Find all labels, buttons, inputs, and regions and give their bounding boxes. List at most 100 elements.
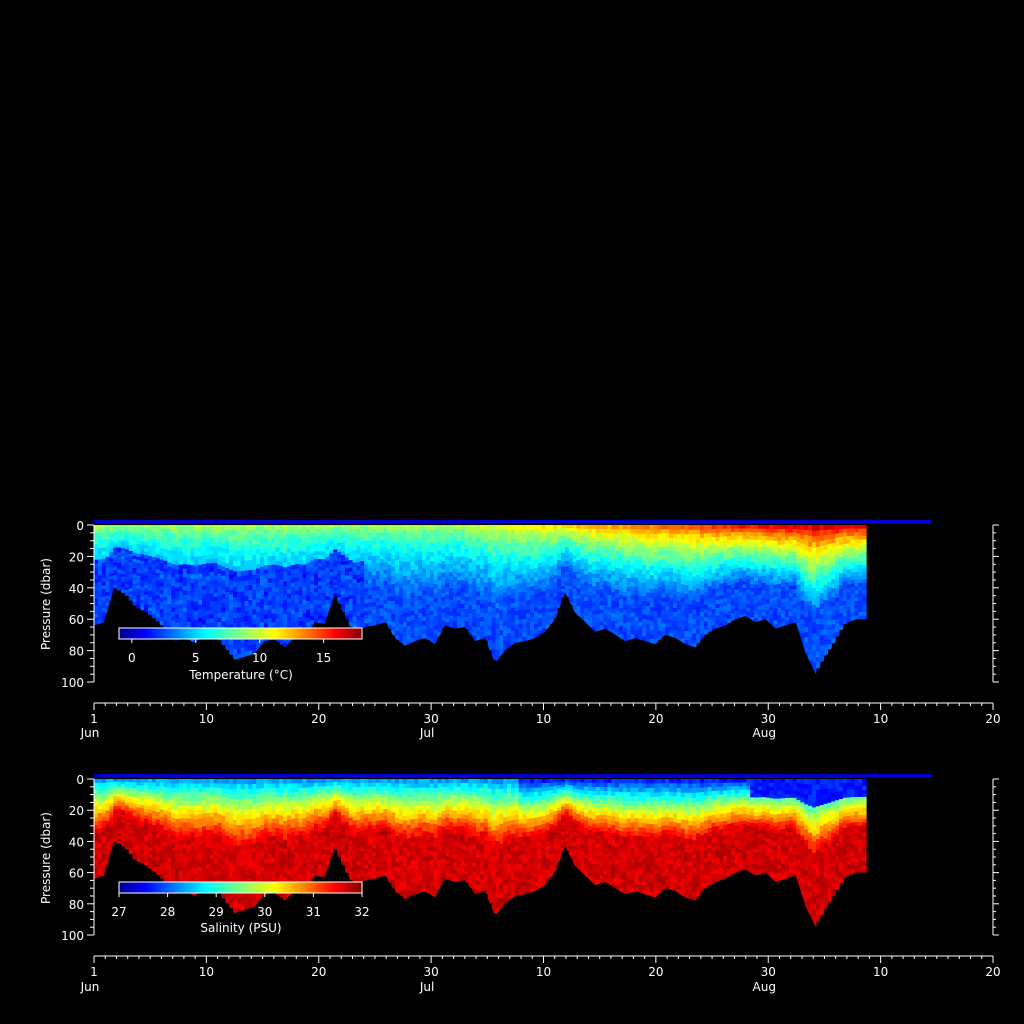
heatmap-cell (321, 536, 327, 541)
heatmap-cell (696, 620, 701, 626)
heatmap-cell (414, 591, 419, 597)
heatmap-cell (781, 610, 786, 615)
heatmap-cell (433, 543, 439, 549)
heatmap-cell (398, 583, 404, 589)
heatmap-cell (109, 528, 114, 532)
heatmap-cell (711, 605, 717, 610)
heatmap-cell (472, 560, 477, 566)
heatmap-cell (514, 574, 520, 580)
heatmap-cell (742, 567, 747, 572)
heatmap-cell (205, 537, 211, 543)
heatmap-cell (707, 623, 713, 629)
heatmap-cell (422, 629, 427, 635)
heatmap-cell (545, 576, 551, 582)
heatmap-cell (395, 560, 400, 566)
heatmap-cell (495, 566, 500, 573)
heatmap-cell (344, 608, 350, 613)
heatmap-cell (649, 611, 655, 617)
heatmap-cell (730, 609, 736, 614)
heatmap-cell (495, 550, 500, 557)
heatmap-cell (341, 558, 346, 563)
heatmap-cell (603, 605, 608, 610)
heatmap-cell (383, 547, 388, 552)
heatmap-cell (703, 558, 709, 564)
heatmap-cell (472, 525, 477, 531)
heatmap-cell (410, 619, 415, 625)
heatmap-cell (217, 604, 222, 610)
heatmap-cell (364, 548, 369, 554)
heatmap-cell (252, 554, 257, 561)
heatmap-cell (804, 637, 809, 644)
heatmap-cell (750, 558, 755, 563)
heatmap-cell (684, 557, 690, 563)
heatmap-cell (271, 564, 277, 570)
heatmap-cell (229, 539, 234, 546)
heatmap-cell (414, 627, 419, 633)
heatmap-cell (317, 558, 323, 564)
heatmap-cell (784, 532, 790, 538)
heatmap-cell (449, 619, 454, 625)
heatmap-cell (703, 545, 709, 551)
heatmap-cell (175, 587, 180, 593)
heatmap-cell (418, 582, 423, 588)
heatmap-cell (209, 546, 215, 552)
heatmap-cell (557, 575, 562, 580)
heatmap-cell (209, 563, 215, 569)
heatmap-cell (398, 556, 404, 562)
heatmap-cell (507, 543, 512, 550)
heatmap-cell (781, 583, 786, 588)
heatmap-cell (410, 583, 415, 589)
heatmap-cell (259, 557, 265, 563)
heatmap-cell (94, 567, 99, 572)
heatmap-cell (487, 644, 493, 651)
heatmap-cell (680, 538, 686, 544)
heatmap-cell (626, 635, 632, 641)
heatmap-cell (225, 529, 230, 536)
heatmap-cell (781, 567, 786, 573)
heatmap-cell (159, 570, 165, 576)
heatmap-cell (198, 555, 203, 561)
heatmap-cell (796, 627, 801, 632)
heatmap-cell (267, 604, 273, 611)
heatmap-cell (445, 602, 450, 608)
heatmap-cell (314, 566, 319, 571)
heatmap-cell (422, 625, 427, 631)
heatmap-cell (676, 614, 682, 620)
heatmap-cell (661, 631, 666, 637)
heatmap-cell (429, 538, 435, 544)
heatmap-cell (252, 574, 257, 581)
heatmap-cell (317, 562, 323, 568)
heatmap-cell (202, 594, 207, 600)
heatmap-cell (263, 618, 269, 624)
heatmap-cell (480, 621, 485, 627)
heatmap-cell (148, 600, 153, 605)
heatmap-cell (703, 550, 709, 555)
heatmap-cell (530, 634, 535, 640)
heatmap-cell (688, 562, 693, 568)
heatmap-cell (356, 533, 361, 538)
heatmap-cell (445, 595, 450, 600)
heatmap-cell (356, 603, 361, 609)
heatmap-cell (541, 533, 547, 538)
heatmap-cell (499, 530, 504, 536)
heatmap-cell (572, 602, 578, 607)
heatmap-cell (271, 617, 277, 623)
heatmap-cell (645, 570, 651, 576)
heatmap-cell (607, 590, 612, 596)
heatmap-cell (321, 547, 327, 553)
heatmap-cell (348, 591, 354, 596)
heatmap-cell (263, 538, 269, 544)
heatmap-cell (414, 547, 419, 553)
heatmap-cell (723, 594, 728, 599)
heatmap-cell (414, 551, 419, 557)
heatmap-cell (483, 525, 489, 531)
heatmap-cell (754, 554, 759, 560)
heatmap-cell (445, 528, 450, 534)
heatmap-cell (545, 612, 551, 618)
heatmap-cell (561, 527, 566, 532)
heatmap-cell (275, 542, 280, 548)
heatmap-cell (194, 565, 199, 571)
heatmap-cell (796, 584, 801, 590)
heatmap-cell (487, 525, 493, 531)
heatmap-cell (414, 587, 419, 593)
